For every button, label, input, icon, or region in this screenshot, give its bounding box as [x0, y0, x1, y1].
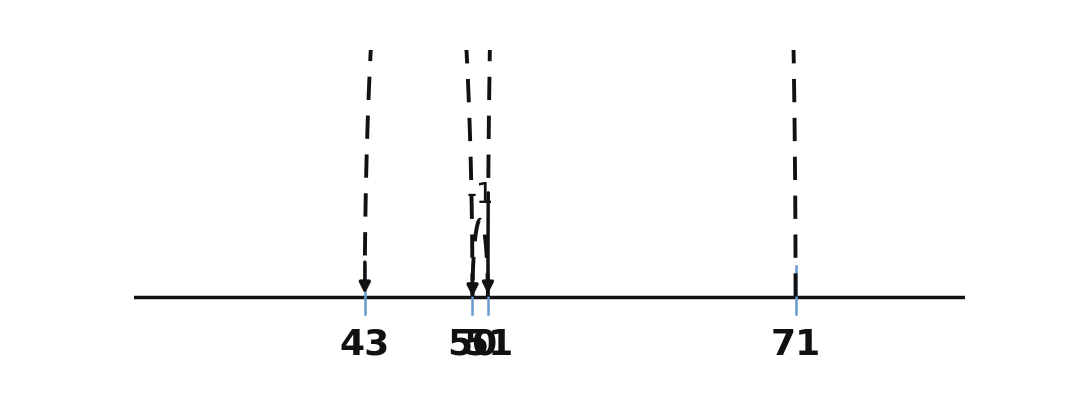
Text: 71: 71 [771, 328, 821, 362]
Text: 51: 51 [463, 328, 513, 362]
Text: 43: 43 [340, 328, 390, 362]
Text: -1: -1 [466, 181, 494, 209]
Text: 50: 50 [447, 328, 497, 362]
